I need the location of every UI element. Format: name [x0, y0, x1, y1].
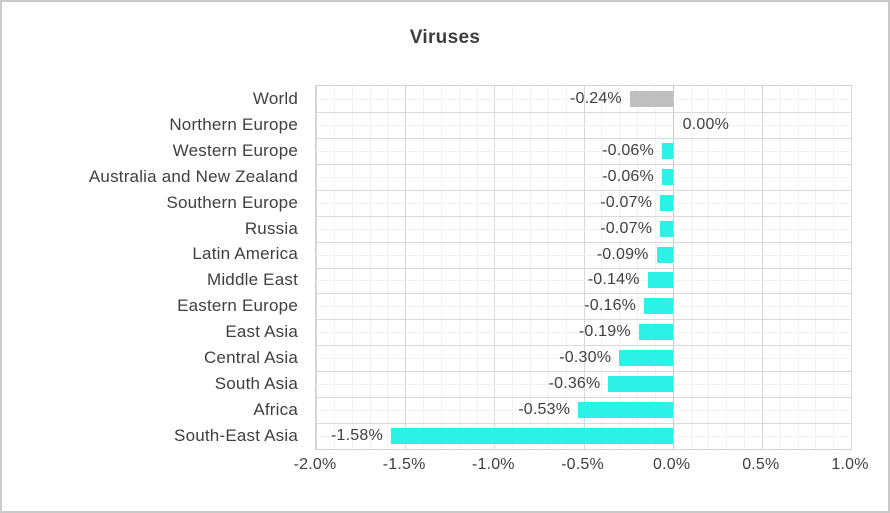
y-major-gridline: [316, 137, 851, 139]
x-tick-label: 0.5%: [742, 456, 780, 473]
bar: [390, 428, 673, 445]
y-minor-gridline: [316, 150, 851, 152]
bar-data-label: -0.09%: [596, 245, 649, 263]
category-label: Southern Europe: [166, 192, 298, 212]
y-minor-gridline: [316, 228, 851, 230]
y-major-gridline: [316, 423, 851, 425]
category-label: Eastern Europe: [177, 296, 298, 316]
bar: [660, 220, 673, 237]
y-major-gridline: [316, 215, 851, 217]
bar-data-label: 0.00%: [682, 115, 730, 133]
bars-layer: [316, 86, 851, 449]
bar-data-label: -0.07%: [600, 219, 653, 237]
x-major-gridline: [851, 86, 852, 449]
bar-data-label: -0.30%: [559, 349, 612, 367]
bar: [661, 168, 673, 185]
bar-data-label: -0.19%: [578, 323, 631, 341]
x-tick-label: -1.0%: [471, 456, 515, 473]
bar-data-label: -1.58%: [330, 427, 383, 445]
category-label: Australia and New Zealand: [88, 166, 298, 186]
y-major-gridline: [316, 345, 851, 347]
bar: [644, 298, 673, 315]
y-major-gridline: [316, 163, 851, 165]
category-label: South Asia: [214, 374, 298, 394]
x-tick-label: 0.0%: [653, 456, 691, 473]
bar: [629, 90, 673, 107]
y-minor-gridline: [316, 358, 851, 360]
x-axis: -2.0% -1.5% -1.0% -0.5% 0.0% 0.5% 1.0%: [294, 456, 869, 480]
category-label: South-East Asia: [174, 425, 298, 445]
y-major-gridline: [316, 319, 851, 321]
category-label: Russia: [244, 218, 298, 238]
bar: [647, 272, 673, 289]
y-minor-gridline: [316, 176, 851, 178]
y-major-gridline: [316, 371, 851, 373]
category-label: Middle East: [206, 270, 298, 290]
y-minor-gridline: [316, 254, 851, 256]
category-label: East Asia: [225, 322, 298, 342]
x-tick-label: -0.5%: [561, 456, 604, 473]
y-minor-gridline: [316, 202, 851, 204]
bar-data-label: -0.06%: [602, 167, 654, 185]
y-minor-gridline: [316, 124, 851, 126]
category-label: World: [252, 88, 298, 108]
category-label: Latin America: [192, 244, 298, 264]
y-major-gridline: [316, 189, 851, 191]
y-minor-gridline: [316, 384, 851, 386]
bar-data-label: -0.07%: [600, 193, 653, 211]
bar: [656, 246, 673, 263]
y-minor-gridline: [316, 332, 851, 334]
category-label: Africa: [253, 400, 298, 420]
x-tick-label: -1.5%: [382, 456, 426, 473]
x-tick-label: 1.0%: [831, 456, 869, 473]
bar: [578, 402, 673, 419]
y-major-gridline: [316, 397, 851, 399]
bar: [661, 142, 673, 159]
bar-data-label: -0.14%: [587, 271, 640, 289]
gridlines-layer: [316, 86, 852, 449]
data-labels-layer: -0.24% 0.00% -0.06% -0.06% -0.07% -0.07% -0.09…: [316, 86, 851, 449]
category-label: Central Asia: [203, 348, 298, 368]
y-major-gridline: [316, 241, 851, 243]
x-tick-label: -2.0%: [293, 456, 337, 473]
bar: [608, 376, 673, 393]
y-major-gridline: [316, 293, 851, 295]
y-major-gridline: [316, 111, 851, 113]
bar-data-label: -0.16%: [584, 297, 637, 315]
bar-data-label: -0.24%: [569, 89, 622, 107]
bar: [660, 194, 673, 211]
bar-data-label: -0.06%: [602, 141, 654, 159]
bar: [638, 324, 673, 341]
plot-area: -0.24% 0.00% -0.06% -0.06% -0.07% -0.07% -0.09…: [315, 85, 852, 450]
y-minor-gridline: [316, 98, 851, 100]
category-label: Western Europe: [172, 140, 298, 160]
bar-data-label: -0.53%: [518, 401, 571, 419]
y-major-gridline: [316, 267, 851, 269]
bar: [619, 350, 673, 367]
chart-title: Viruses: [409, 27, 481, 48]
category-axis: World Northern Europe Western Europe Austra…: [2, 86, 307, 449]
category-label: Northern Europe: [169, 114, 298, 134]
bar-data-label: -0.36%: [548, 375, 601, 393]
y-minor-gridline: [316, 306, 851, 308]
y-minor-gridline: [316, 280, 851, 282]
